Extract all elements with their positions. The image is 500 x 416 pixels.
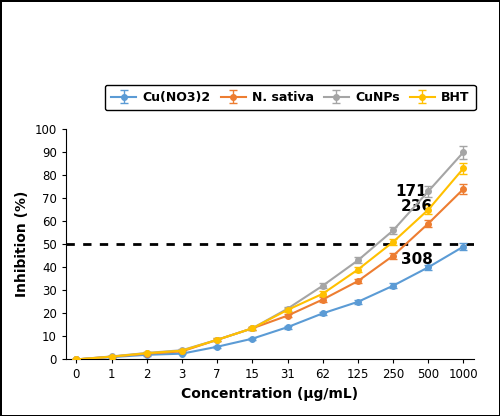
Text: 236: 236 (401, 199, 433, 214)
X-axis label: Concentration (μg/mL): Concentration (μg/mL) (182, 387, 358, 401)
Text: 171: 171 (395, 184, 426, 199)
Y-axis label: Inhibition (%): Inhibition (%) (15, 191, 29, 297)
Legend: Cu(NO3)2, N. sativa, CuNPs, BHT: Cu(NO3)2, N. sativa, CuNPs, BHT (105, 85, 476, 110)
Text: 308: 308 (401, 252, 432, 267)
